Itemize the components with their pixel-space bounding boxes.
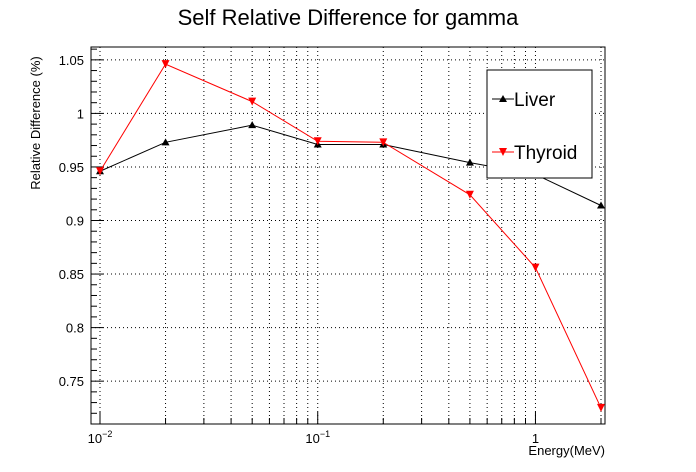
- legend-label-liver: Liver: [514, 90, 556, 111]
- data-point-liver: [597, 202, 605, 209]
- y-tick-label: 0.85: [59, 267, 84, 282]
- data-point-thyroid: [162, 60, 170, 68]
- data-point-thyroid: [531, 264, 539, 272]
- y-tick-label: 0.75: [59, 374, 84, 389]
- x-tick-label: 10−2: [88, 429, 113, 446]
- y-tick-label: 0.9: [66, 214, 84, 229]
- y-tick-label: 1: [77, 106, 84, 121]
- y-tick-label: 0.95: [59, 160, 84, 175]
- legend: Liver Thyroid: [487, 70, 592, 178]
- legend-label-thyroid: Thyroid: [514, 143, 577, 164]
- y-axis-label: Relative Difference (%): [28, 56, 43, 189]
- data-point-liver: [248, 121, 256, 128]
- x-axis-label: Energy(MeV): [528, 443, 605, 458]
- chart-title: Self Relative Difference for gamma: [178, 5, 520, 30]
- y-tick-label: 0.8: [66, 321, 84, 336]
- y-tick-label: 1.05: [59, 53, 84, 68]
- data-point-thyroid: [597, 404, 605, 412]
- data-point-thyroid: [248, 98, 256, 106]
- x-tick-label: 10−1: [305, 429, 330, 446]
